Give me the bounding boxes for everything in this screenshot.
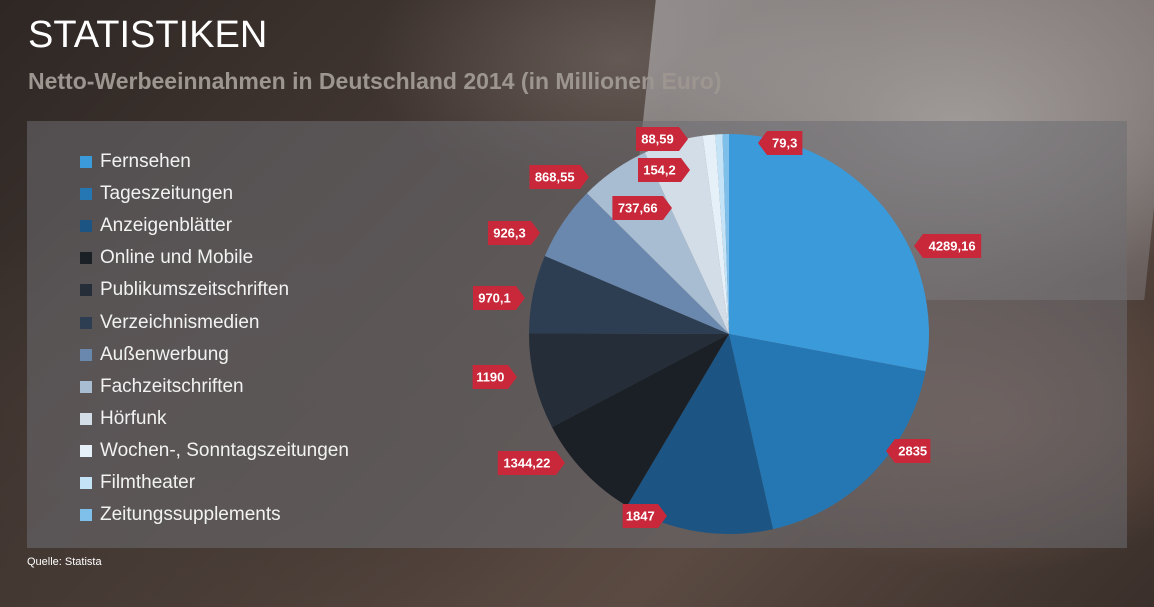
legend-label: Online und Mobile (100, 247, 254, 269)
data-label-text: 79,3 (772, 136, 797, 151)
legend-item: Anzeigenblätter (80, 210, 349, 242)
pie-slice (529, 255, 729, 334)
data-label-tag (758, 131, 803, 155)
pie-slice (544, 193, 729, 334)
chart-subtitle: Netto-Werbeeinnahmen in Deutschland 2014… (28, 68, 722, 94)
legend-item: Zeitungssupplements (80, 499, 349, 531)
data-label-text: 1847 (626, 509, 655, 524)
legend-swatch (80, 220, 92, 233)
data-label-tag (886, 439, 931, 463)
data-label-text: 154,2 (643, 163, 676, 178)
data-label-text: 2835 (898, 444, 927, 459)
legend-item: Wochen-, Sonntagszeitungen (80, 435, 349, 467)
legend-swatch (80, 188, 92, 201)
data-label: 1190 (472, 365, 517, 389)
pie-slice (715, 134, 729, 334)
legend-item: Fachzeitschriften (80, 371, 349, 403)
legend-label: Fernsehen (100, 151, 191, 173)
data-label-text: 4289,16 (929, 239, 976, 254)
data-label: 1847 (622, 504, 667, 528)
legend-label: Filmtheater (100, 471, 196, 493)
data-label-text: 970,1 (478, 291, 511, 306)
data-label-tag (622, 504, 667, 528)
pie-slice (729, 334, 926, 530)
pie-slice (729, 134, 930, 372)
data-label-tag (488, 221, 540, 245)
data-label-text: 1344,22 (503, 456, 550, 471)
data-label: 2835 (886, 439, 931, 463)
data-label-text: 1190 (476, 370, 504, 385)
pie-slice (528, 333, 729, 428)
data-label: 737,66 (612, 196, 672, 220)
data-label-text: 868,55 (535, 170, 575, 185)
legend-swatch (80, 509, 92, 522)
legend-swatch (80, 156, 92, 169)
pie-slice (626, 334, 773, 535)
pie-slice (702, 134, 729, 334)
legend-swatch (80, 348, 92, 361)
legend-swatch (80, 412, 92, 425)
data-label: 79,3 (758, 131, 803, 155)
legend-item: Filmtheater (80, 467, 349, 499)
legend-swatch (80, 316, 92, 329)
legend-label: Tageszeitungen (100, 183, 234, 205)
data-label: 868,55 (529, 165, 589, 189)
pie-slice (722, 134, 729, 334)
data-label-tag (497, 451, 565, 475)
legend-swatch (80, 284, 92, 297)
page-title: STATISTIKEN (28, 14, 268, 56)
legend-label: Anzeigenblätter (100, 215, 233, 237)
data-label-tag (473, 286, 525, 310)
pie-slices (528, 134, 930, 535)
data-label-tag (472, 365, 517, 389)
legend-label: Verzeichnismedien (100, 311, 260, 333)
data-label: 970,1 (473, 286, 525, 310)
data-label: 1344,22 (497, 451, 565, 475)
legend-item: Hörfunk (80, 403, 349, 435)
data-label-tag (529, 165, 589, 189)
legend-item: Fernsehen (80, 146, 349, 178)
data-label-tag (636, 127, 688, 151)
data-label-tag (638, 158, 690, 182)
legend-label: Außenwerbung (100, 343, 229, 365)
legend-item: Außenwerbung (80, 339, 349, 371)
data-label-text: 737,66 (618, 201, 658, 216)
legend-item: Tageszeitungen (80, 178, 349, 210)
legend-label: Hörfunk (100, 407, 167, 429)
legend-label: Fachzeitschriften (100, 375, 244, 397)
pie-slice (644, 135, 729, 334)
legend-swatch (80, 380, 92, 393)
legend-swatch (80, 476, 92, 489)
legend-swatch (80, 444, 92, 457)
legend-label: Wochen-, Sonntagszeitungen (100, 439, 349, 461)
data-label-tag (612, 196, 672, 220)
data-label-text: 88,59 (641, 132, 674, 147)
data-labels: 4289,16 2835 1847 1344,22 1190 970,1 926,3 868,… (472, 127, 982, 528)
data-label-tag (914, 234, 982, 258)
chart-legend: Fernsehen Tageszeitungen Anzeigenblätter On… (80, 146, 349, 531)
legend-label: Zeitungssupplements (100, 504, 281, 526)
legend-swatch (80, 252, 92, 265)
data-label: 154,2 (638, 158, 690, 182)
legend-label: Publikumszeitschriften (100, 279, 290, 301)
legend-item: Online und Mobile (80, 242, 349, 274)
legend-item: Publikumszeitschriften (80, 274, 349, 306)
data-label: 4289,16 (914, 234, 982, 258)
data-label-text: 926,3 (493, 226, 526, 241)
data-label: 926,3 (488, 221, 540, 245)
source-note: Quelle: Statista (27, 556, 102, 568)
data-label: 88,59 (636, 127, 688, 151)
legend-item: Verzeichnismedien (80, 306, 349, 338)
pie-slice (552, 334, 729, 507)
